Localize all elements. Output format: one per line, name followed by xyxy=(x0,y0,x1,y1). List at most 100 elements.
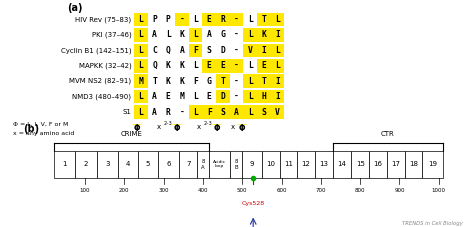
Bar xyxy=(271,44,284,57)
Bar xyxy=(243,28,257,42)
Text: 2: 2 xyxy=(84,161,88,167)
Text: K: K xyxy=(180,77,184,86)
Bar xyxy=(134,105,148,119)
Text: H: H xyxy=(261,92,266,101)
Text: HIV Rev (75–83): HIV Rev (75–83) xyxy=(75,16,131,23)
Text: K: K xyxy=(166,77,171,86)
Text: L: L xyxy=(275,15,280,24)
Text: F: F xyxy=(193,77,198,86)
Text: K: K xyxy=(261,30,266,39)
Text: T: T xyxy=(152,77,157,86)
Text: T: T xyxy=(261,77,266,86)
Bar xyxy=(189,105,202,119)
Bar xyxy=(333,151,351,178)
Text: Q: Q xyxy=(166,46,171,55)
Text: 10: 10 xyxy=(266,161,275,167)
Text: L: L xyxy=(138,61,144,70)
Text: Q: Q xyxy=(152,61,157,70)
Text: x: x xyxy=(231,124,235,130)
Text: L: L xyxy=(248,15,253,24)
Text: E: E xyxy=(166,92,171,101)
Text: Cyclin B1 (142–151): Cyclin B1 (142–151) xyxy=(61,47,131,54)
Text: A: A xyxy=(207,30,212,39)
Bar xyxy=(257,44,271,57)
Text: 700: 700 xyxy=(316,188,326,193)
Text: L: L xyxy=(193,61,198,70)
Text: P: P xyxy=(152,15,157,24)
Text: L: L xyxy=(275,46,280,55)
Bar xyxy=(230,151,242,178)
Bar xyxy=(189,44,202,57)
Bar xyxy=(216,90,230,104)
Text: F: F xyxy=(207,108,212,117)
Bar xyxy=(257,105,271,119)
Bar xyxy=(271,74,284,88)
Text: 2–3: 2–3 xyxy=(164,121,173,126)
Text: I: I xyxy=(275,92,280,101)
Text: Φ: Φ xyxy=(173,124,180,133)
Text: 13: 13 xyxy=(319,161,328,167)
Text: L: L xyxy=(166,30,171,39)
Text: M: M xyxy=(180,92,184,101)
Text: L: L xyxy=(138,108,144,117)
Text: -: - xyxy=(234,30,239,39)
Text: Φ: Φ xyxy=(134,124,140,133)
Text: S1: S1 xyxy=(122,109,131,115)
Text: 15: 15 xyxy=(356,161,365,167)
Text: 200: 200 xyxy=(119,188,129,193)
Text: 2–3: 2–3 xyxy=(204,121,212,126)
Text: MVM NS2 (82–91): MVM NS2 (82–91) xyxy=(69,78,131,84)
Bar xyxy=(134,90,148,104)
Text: 3: 3 xyxy=(105,161,110,167)
Bar xyxy=(230,13,243,26)
Text: 9: 9 xyxy=(250,161,254,167)
Bar xyxy=(202,59,216,73)
Text: M: M xyxy=(138,77,144,86)
Text: PKI (37–46): PKI (37–46) xyxy=(91,32,131,38)
Bar xyxy=(216,13,230,26)
Text: Cys528: Cys528 xyxy=(242,201,265,206)
Text: L: L xyxy=(138,46,144,55)
Bar xyxy=(262,151,280,178)
Text: D: D xyxy=(220,92,225,101)
Bar xyxy=(257,90,271,104)
Text: L: L xyxy=(193,92,198,101)
Text: A: A xyxy=(234,108,239,117)
Text: T: T xyxy=(261,15,266,24)
Bar xyxy=(404,151,422,178)
Bar xyxy=(271,13,284,26)
Text: 900: 900 xyxy=(394,188,405,193)
Bar xyxy=(134,59,148,73)
Bar xyxy=(134,28,148,42)
Text: S: S xyxy=(220,108,225,117)
Text: 5: 5 xyxy=(146,161,150,167)
Text: CTR: CTR xyxy=(381,131,394,137)
Text: 17: 17 xyxy=(391,161,400,167)
Text: x: x xyxy=(157,124,161,130)
Text: 6: 6 xyxy=(166,161,171,167)
Text: (b): (b) xyxy=(23,124,39,134)
Bar xyxy=(369,151,387,178)
Text: x: x xyxy=(197,124,201,130)
Text: A: A xyxy=(152,30,157,39)
Text: E: E xyxy=(207,15,212,24)
Bar xyxy=(179,151,197,178)
Text: S: S xyxy=(261,108,266,117)
Text: I: I xyxy=(275,77,280,86)
Bar xyxy=(315,151,333,178)
Text: F: F xyxy=(193,46,198,55)
Text: -: - xyxy=(180,15,184,24)
Text: L: L xyxy=(248,30,253,39)
Text: Acidic
loop: Acidic loop xyxy=(213,160,226,168)
Bar xyxy=(243,44,257,57)
Bar xyxy=(134,44,148,57)
Text: 400: 400 xyxy=(198,188,208,193)
Text: L: L xyxy=(275,61,280,70)
Bar xyxy=(297,151,315,178)
Text: -: - xyxy=(234,92,239,101)
Bar xyxy=(216,105,230,119)
Bar xyxy=(175,13,189,26)
Text: E: E xyxy=(220,61,225,70)
Text: R: R xyxy=(166,108,171,117)
Text: 8
B: 8 B xyxy=(235,159,238,170)
